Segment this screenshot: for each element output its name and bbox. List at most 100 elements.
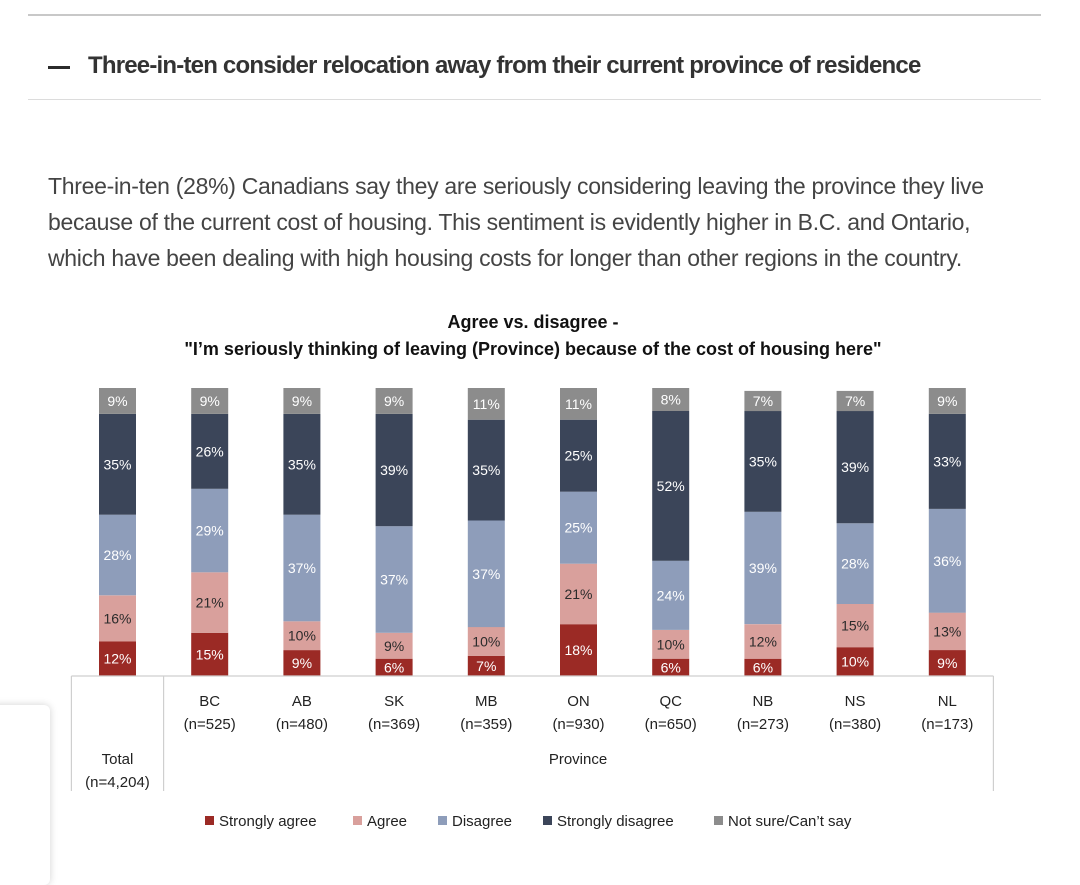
bar-segment: [99, 388, 136, 414]
category-sample-size: (n=173): [921, 716, 973, 733]
category-label: QC: [659, 693, 682, 710]
bar-segment: [928, 509, 966, 613]
bar-segment: [467, 388, 505, 420]
x-axis-label: Province: [549, 751, 607, 768]
bar-segment: [467, 419, 505, 521]
category-label: NL: [938, 693, 957, 710]
bar-segment: [652, 629, 690, 659]
legend-swatch: [714, 816, 723, 825]
data-label: 9%: [937, 655, 957, 671]
bar-segment: [836, 523, 874, 604]
bar-segment: [744, 411, 782, 512]
bar-segment: [99, 413, 136, 515]
legend-label: Agree: [367, 813, 407, 830]
legend-swatch: [353, 816, 362, 825]
data-label: 25%: [564, 520, 592, 536]
data-label: 39%: [749, 560, 777, 576]
bar-segment: [375, 526, 413, 633]
data-label: 18%: [564, 642, 592, 658]
data-label: 28%: [103, 547, 131, 563]
bar-segment: [744, 390, 782, 412]
data-label: 9%: [937, 393, 957, 409]
data-label: 39%: [380, 462, 408, 478]
data-label: 15%: [841, 618, 869, 634]
data-label: 25%: [564, 448, 592, 464]
bar-segment: [283, 650, 321, 676]
bar-segment: [928, 388, 966, 414]
category-axis: Total (n=4,204) BC (n=525) AB (n=480) SK (n=369…: [70, 675, 995, 791]
bar-segment: [283, 514, 321, 622]
data-label: 7%: [753, 393, 773, 409]
chart-subtitle: "I’m seriously thinking of leaving (Prov…: [184, 339, 881, 359]
legend-label: Disagree: [452, 813, 512, 830]
bar-segment: [375, 658, 413, 676]
bar-segment: [283, 413, 321, 515]
data-label: 13%: [933, 623, 961, 639]
bar-segment: [283, 388, 321, 414]
data-label: 35%: [288, 456, 316, 472]
legend-swatch: [205, 816, 214, 825]
data-label: 10%: [841, 654, 869, 670]
bar-segment: [928, 650, 966, 676]
category-sample-size: (n=273): [737, 716, 789, 733]
legend-label: Strongly agree: [219, 813, 317, 830]
bar-segment: [928, 612, 966, 650]
bar-segment: [744, 511, 782, 625]
bar-segment: [560, 491, 597, 564]
data-label: 9%: [292, 393, 312, 409]
data-label: 8%: [661, 392, 681, 408]
bar-segment: [652, 658, 690, 676]
category-sample-size: (n=369): [368, 716, 420, 733]
side-panel-card: [0, 705, 50, 885]
chart-legend: Strongly agree Agree Disagree Strongly disa…: [205, 813, 852, 830]
category-label: BC: [199, 693, 220, 710]
legend-label: Strongly disagree: [557, 813, 674, 830]
bar-segment: [744, 624, 782, 659]
data-label: 7%: [845, 393, 865, 409]
category-sample-size: (n=4,204): [85, 774, 150, 791]
data-label: 9%: [384, 393, 404, 409]
category-label: ON: [567, 693, 590, 710]
data-label: 6%: [384, 659, 404, 675]
bar-segment: [99, 514, 136, 596]
category-sample-size: (n=359): [460, 716, 512, 733]
data-label: 11%: [473, 396, 500, 412]
bars-layer: 12% 16% 28% 35% 9% 15% 21% 29% 26% 9% 9% 10% 37% 35% 9…: [99, 388, 966, 676]
data-label: 10%: [288, 628, 316, 644]
data-label: 12%: [103, 651, 131, 667]
category-label: MB: [475, 693, 498, 710]
data-label: 9%: [384, 638, 404, 654]
bar-segment: [191, 632, 229, 676]
data-label: 15%: [196, 646, 224, 662]
legend-label: Not sure/Can’t say: [728, 813, 852, 830]
chart-title: Agree vs. disagree -: [447, 312, 618, 332]
bar-segment: [191, 388, 229, 414]
stacked-bar-chart: Agree vs. disagree - "I’m seriously thin…: [70, 312, 995, 830]
data-label: 10%: [472, 633, 500, 649]
category-label: SK: [384, 693, 404, 710]
data-label: 9%: [200, 393, 220, 409]
data-label: 21%: [196, 595, 224, 611]
data-label: 16%: [103, 610, 131, 626]
data-label: 26%: [196, 443, 224, 459]
data-label: 35%: [103, 456, 131, 472]
bar-segment: [836, 647, 874, 676]
data-label: 39%: [841, 459, 869, 475]
section-title: Three-in-ten consider relocation away fr…: [88, 52, 921, 79]
bar-segment: [375, 413, 413, 527]
data-label: 24%: [657, 587, 685, 603]
category-sample-size: (n=930): [552, 716, 604, 733]
category-sample-size: (n=480): [276, 716, 328, 733]
bar-segment: [652, 560, 690, 630]
data-label: 37%: [288, 560, 316, 576]
bar-segment: [191, 572, 229, 633]
bar-segment: [467, 627, 505, 656]
accordion-section-header[interactable]: Three-in-ten consider relocation away fr…: [28, 44, 1041, 100]
data-label: 9%: [292, 655, 312, 671]
bar-segment: [99, 595, 136, 642]
bar-segment: [560, 419, 597, 492]
data-label: 21%: [564, 586, 592, 602]
category-label: AB: [292, 693, 312, 710]
minus-icon[interactable]: [48, 66, 70, 69]
bar-segment: [467, 520, 505, 628]
